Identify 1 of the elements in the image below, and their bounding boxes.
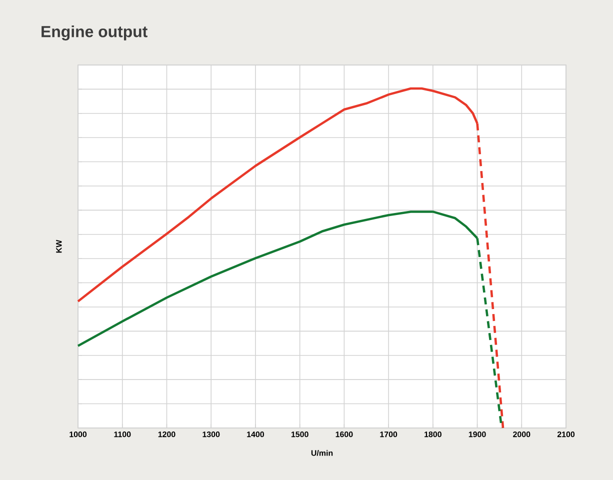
chart-title: Engine output bbox=[42, 26, 148, 40]
